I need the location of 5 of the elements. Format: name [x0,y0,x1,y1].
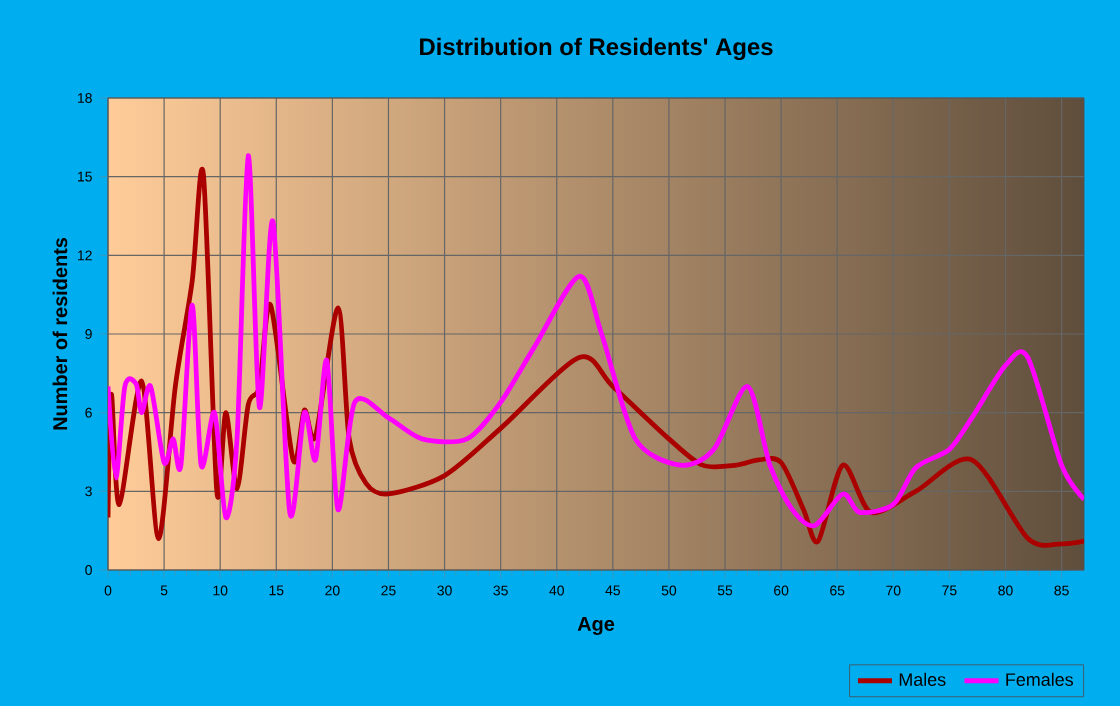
legend-label: Males [899,672,946,686]
chart-title: Distribution of Residents' Ages [420,37,773,61]
y-axis-title: Number of residents [52,237,68,430]
x-axis-title: Age [577,617,615,635]
legend-label: Females [1006,672,1073,686]
